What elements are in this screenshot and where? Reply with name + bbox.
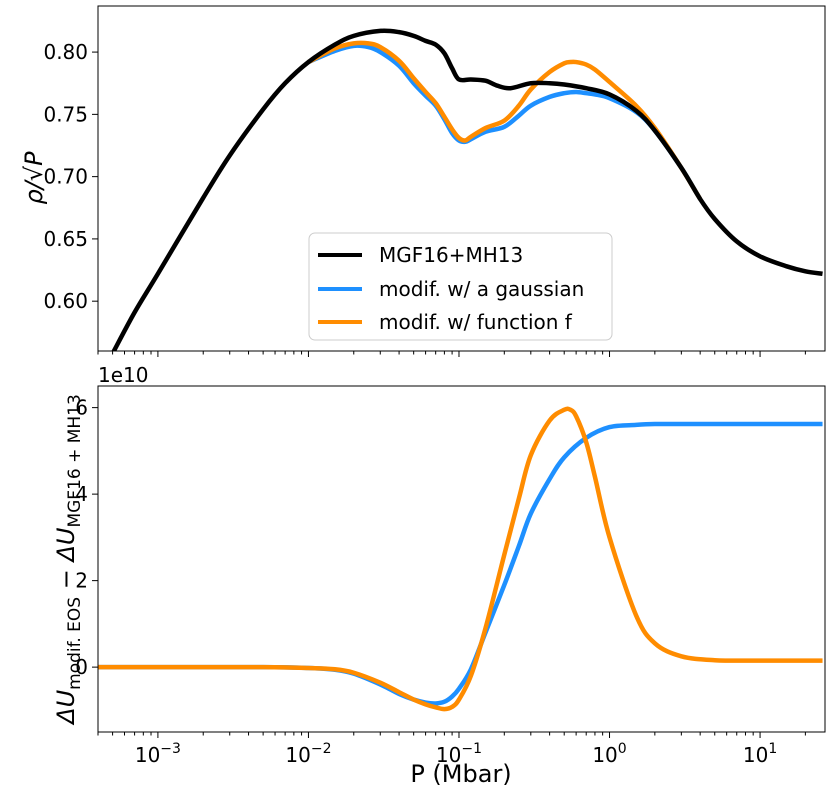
x-tick-base: 10 [285, 743, 310, 767]
ylabel-part-minus-du2: − ΔU [52, 527, 80, 597]
top-series-line-modif-w-a-gaussian [307, 43, 703, 201]
bottom-x-ticks: 10−3 10−2 10−1 100 101 [97, 732, 806, 767]
bottom-y-tick-label: 2 [75, 569, 88, 593]
x-tick-label: 10−1 [436, 741, 482, 767]
top-y-tick-label: 0.60 [43, 289, 88, 313]
bottom-plot-frame [97, 385, 826, 733]
bottom-series-line-modif-w-function-f [98, 406, 823, 712]
x-tick-base: 10 [743, 743, 768, 767]
top-panel: 0.60 0.65 0.70 0.75 0.80 ρ/√P MGF16+MH13 mod… [20, 5, 826, 357]
bottom-y-ticks: 0 2 4 6 [75, 396, 98, 679]
ylabel-sub-modif-eos: modif. EOS [65, 597, 85, 690]
bottom-y-axis-label: ΔUmodif. EOS − ΔUMGF16 + MH13 [52, 394, 85, 726]
x-tick-label: 10−3 [135, 741, 181, 767]
x-tick-base: 10 [436, 743, 461, 767]
top-series-lines [111, 28, 823, 351]
x-tick-label: 100 [592, 741, 626, 767]
offset-text: 1e10 [98, 363, 148, 387]
x-tick-label: 101 [743, 741, 777, 767]
top-y-axis-label: ρ/√P [20, 151, 48, 205]
ylabel-part-du1: ΔU [52, 689, 80, 725]
legend-label-gaussian: modif. w/ a gaussian [379, 277, 584, 301]
legend-label-function-f: modif. w/ function f [379, 310, 573, 334]
x-tick-exponent: 0 [618, 741, 627, 757]
x-tick-exponent: −1 [461, 741, 482, 757]
legend-box [308, 232, 613, 341]
bottom-y-tick-label: 0 [75, 655, 88, 679]
ylabel-sub-mgf16: MGF16 + MH13 [65, 394, 85, 527]
top-series-line-mgf16-mh13 [111, 28, 823, 351]
legend-label-function-f-text: modif. w/ function f [379, 310, 573, 334]
x-tick-exponent: −3 [160, 741, 181, 757]
x-tick-label: 10−2 [285, 741, 331, 767]
top-y-tick-label: 0.65 [43, 227, 88, 251]
x-tick-base: 10 [592, 743, 617, 767]
x-tick-exponent: −2 [311, 741, 332, 757]
legend: MGF16+MH13 modif. w/ a gaussian modif. w… [308, 232, 613, 341]
top-y-tick-label: 0.70 [43, 165, 88, 189]
bottom-series-lines [98, 406, 823, 712]
top-series-line-modif-w-function-f [307, 40, 703, 201]
top-y-tick-label: 0.80 [43, 40, 88, 64]
bottom-y-tick-label: 6 [75, 396, 88, 420]
bottom-y-tick-label: 4 [75, 482, 88, 506]
top-y-ticks: 0.60 0.65 0.70 0.75 0.80 [43, 40, 806, 357]
top-plot-frame [97, 5, 826, 352]
legend-label-mgf16: MGF16+MH13 [379, 243, 523, 267]
x-tick-exponent: 1 [768, 741, 777, 757]
x-tick-base: 10 [135, 743, 160, 767]
top-y-tick-label: 0.75 [43, 102, 88, 126]
x-axis-label: P (Mbar) [410, 760, 511, 788]
